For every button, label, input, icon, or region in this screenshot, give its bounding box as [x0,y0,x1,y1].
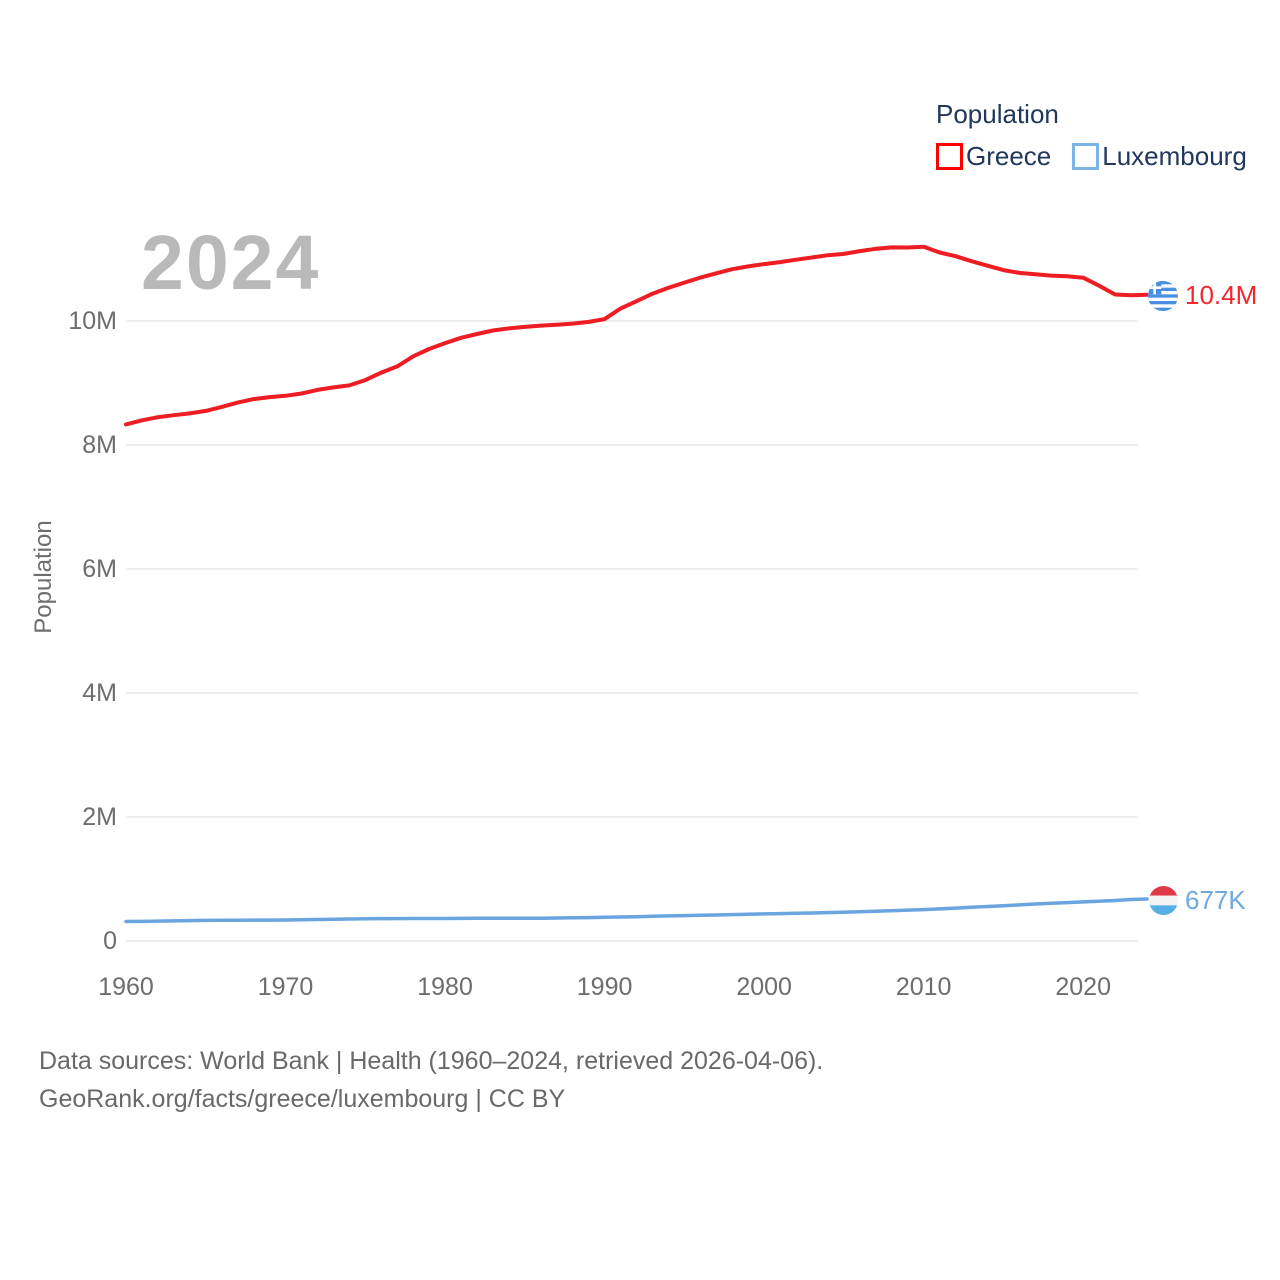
footer-attribution: GeoRank.org/facts/greece/luxembourg | CC… [39,1085,566,1113]
greece-swatch-icon [936,143,963,170]
y-tick-label: 6M [82,555,117,583]
y-tick-label: 4M [82,679,117,707]
x-tick-label: 1990 [576,973,633,1001]
luxembourg-flag-icon [1149,886,1178,915]
legend-title: Population [936,99,1059,129]
greece-end-value: 10.4M [1185,280,1258,310]
legend-item-label: Luxembourg [1102,141,1247,171]
footer: Data sources: World Bank | Health (1960–… [39,1042,823,1118]
y-tick-label: 2M [82,803,117,831]
legend-item-label: Greece [966,141,1052,171]
greece-end-label: 10.4M [1148,280,1257,311]
luxembourg-end-value: 677K [1185,885,1246,915]
series-line-luxembourg [124,897,1149,924]
y-tick-label: 0 [103,927,117,955]
x-tick-label: 1980 [417,973,473,1001]
x-tick-label: 2010 [895,973,952,1001]
x-tick-label: 1960 [98,973,154,1001]
legend-items: Greece Luxembourg [936,141,1247,172]
x-tick-label: 2020 [1055,973,1111,1001]
luxembourg-swatch-icon [1072,143,1100,170]
x-tick-label: 2000 [736,973,792,1001]
luxembourg-end-label: 677K [1149,885,1246,916]
legend-item-greece[interactable]: Greece [936,141,1051,172]
legend-item-luxembourg[interactable]: Luxembourg [1072,141,1247,172]
year-watermark: 2024 [141,220,321,306]
y-tick-label: 10M [68,307,117,335]
footer-data-sources: Data sources: World Bank | Health (1960–… [39,1047,824,1075]
x-tick-label: 1970 [257,973,314,1001]
legend: Population Greece Luxembourg [936,98,1247,172]
greece-flag-icon [1148,280,1178,311]
y-tick-label: 8M [82,431,117,459]
